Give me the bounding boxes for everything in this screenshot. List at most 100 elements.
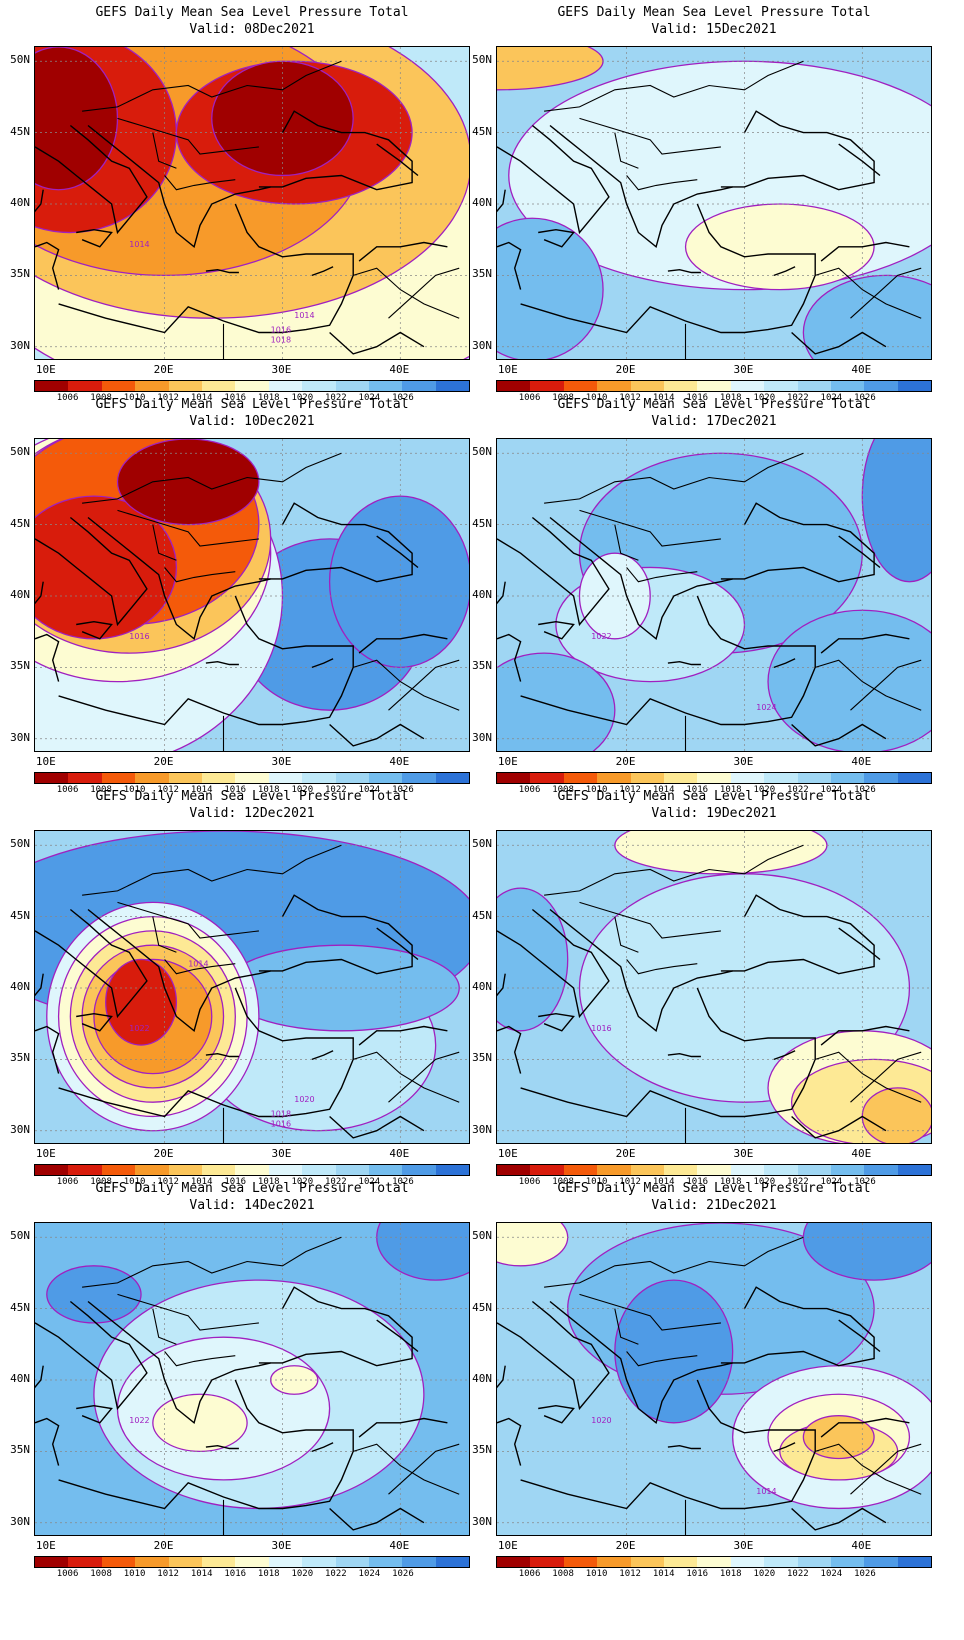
colorbar-label: 1020 <box>753 1177 776 1187</box>
colorbar-swatch <box>497 381 531 391</box>
contour-label: 1022 <box>129 1024 149 1033</box>
colorbar-label: 1020 <box>291 1177 314 1187</box>
contour-label: 1014 <box>756 1487 776 1496</box>
coastline <box>820 1417 910 1438</box>
longitude-label: 30E <box>271 1539 292 1552</box>
coastline <box>520 1379 816 1510</box>
coastline <box>520 987 816 1118</box>
latitude-label: 30N <box>472 1514 492 1528</box>
country-border <box>544 1236 804 1288</box>
country-border <box>117 509 259 547</box>
coastline <box>87 1300 271 1425</box>
latitude-label: 30N <box>10 338 30 352</box>
isobar-region <box>684 203 875 291</box>
longitude-label: 10E <box>497 1147 518 1160</box>
longitude-label: 30E <box>733 1147 754 1160</box>
longitude-label: 20E <box>615 363 636 376</box>
panel-valid-date: Valid: 21Dec2021 <box>651 1198 777 1213</box>
colorbar-swatch <box>597 1165 631 1175</box>
coastline <box>35 1417 60 1466</box>
country-border <box>117 901 259 939</box>
latitude-label: 45N <box>10 516 30 530</box>
longitude-label: 40E <box>851 1539 872 1552</box>
colorbar-swatch <box>402 381 436 391</box>
country-border <box>626 567 698 583</box>
colorbar-swatch <box>530 773 564 783</box>
contour-label: 1016 <box>271 1119 291 1128</box>
colorbar-label: 1022 <box>787 1177 809 1187</box>
longitude-label: 10E <box>497 1539 518 1552</box>
colorbar-label: 1024 <box>820 393 843 403</box>
colorbar-label: 1022 <box>325 1569 347 1579</box>
map-canvas: 1016 <box>497 831 931 1143</box>
coastline <box>497 1417 522 1466</box>
map-canvas <box>497 47 931 359</box>
colorbar-label: 1012 <box>157 393 179 403</box>
colorbar-swatch <box>335 773 369 783</box>
coastline <box>358 241 448 262</box>
coastline <box>720 894 875 975</box>
country-border <box>544 60 804 112</box>
colorbar-swatch <box>68 381 102 391</box>
colorbar-label: 1026 <box>392 1177 414 1187</box>
colorbar-swatch <box>864 773 898 783</box>
panel-valid-date: Valid: 15Dec2021 <box>651 22 777 37</box>
colorbar-swatch <box>201 381 236 391</box>
latitude-label: 35N <box>472 1051 492 1065</box>
country-border <box>82 844 342 896</box>
colorbar-label: 1016 <box>224 1177 247 1187</box>
coastline <box>376 927 419 961</box>
longitude-label: 10E <box>35 1539 56 1552</box>
colorbar-swatch <box>168 1165 202 1175</box>
colorbar-label: 1026 <box>854 1569 876 1579</box>
contour-label: 1018 <box>271 1109 291 1118</box>
colorbar-label: 1016 <box>686 785 709 795</box>
colorbar-label: 1012 <box>619 785 641 795</box>
map-canvas: 1022 <box>35 1223 469 1535</box>
colorbar-label: 1010 <box>123 785 146 795</box>
colorbar-swatch <box>435 1557 470 1567</box>
coastline <box>205 1444 239 1450</box>
colorbar-label: 1008 <box>90 785 112 795</box>
latitude-label: 45N <box>10 124 30 138</box>
panel-title: GEFS Daily Mean Sea Level Pressure Total <box>557 5 871 20</box>
colorbar-swatch <box>697 773 731 783</box>
colorbar <box>34 380 470 392</box>
colorbar-label: 1008 <box>552 1569 574 1579</box>
latitude-label: 40N <box>472 980 492 993</box>
coastline <box>497 973 506 997</box>
colorbar-swatch <box>101 1165 136 1175</box>
contour-label: 1014 <box>294 311 314 320</box>
colorbar-label: 1026 <box>392 393 414 403</box>
coastline <box>773 1442 796 1453</box>
colorbar-label: 1016 <box>686 1569 709 1579</box>
latitude-label: 40N <box>472 1372 492 1385</box>
colorbar <box>496 1556 932 1568</box>
colorbar-swatch <box>201 1557 236 1567</box>
coastline <box>35 1025 60 1074</box>
isobar-region <box>105 958 178 1046</box>
panel-title: GEFS Daily Mean Sea Level Pressure Total <box>95 397 409 412</box>
colorbar-label: 1014 <box>652 1569 675 1579</box>
colorbar-swatch <box>335 1165 369 1175</box>
latitude-label: 35N <box>472 1443 492 1457</box>
country-border <box>579 117 721 155</box>
colorbar-label: 1018 <box>257 785 280 795</box>
colorbar-swatch <box>35 773 69 783</box>
latitude-label: 35N <box>10 1443 30 1457</box>
colorbar-swatch <box>663 1557 698 1567</box>
country-border <box>544 452 804 504</box>
country-border <box>579 1293 721 1331</box>
colorbar-swatch <box>630 1165 664 1175</box>
country-border <box>353 1443 460 1495</box>
colorbar-swatch <box>235 773 269 783</box>
map-panel: GEFS Daily Mean Sea Level Pressure Total… <box>0 1176 482 1586</box>
coastline <box>76 620 113 640</box>
country-border <box>815 1051 922 1103</box>
longitude-label: 20E <box>153 363 174 376</box>
country-border <box>579 901 721 939</box>
colorbar-label: 1016 <box>224 393 247 403</box>
country-border <box>850 267 922 319</box>
